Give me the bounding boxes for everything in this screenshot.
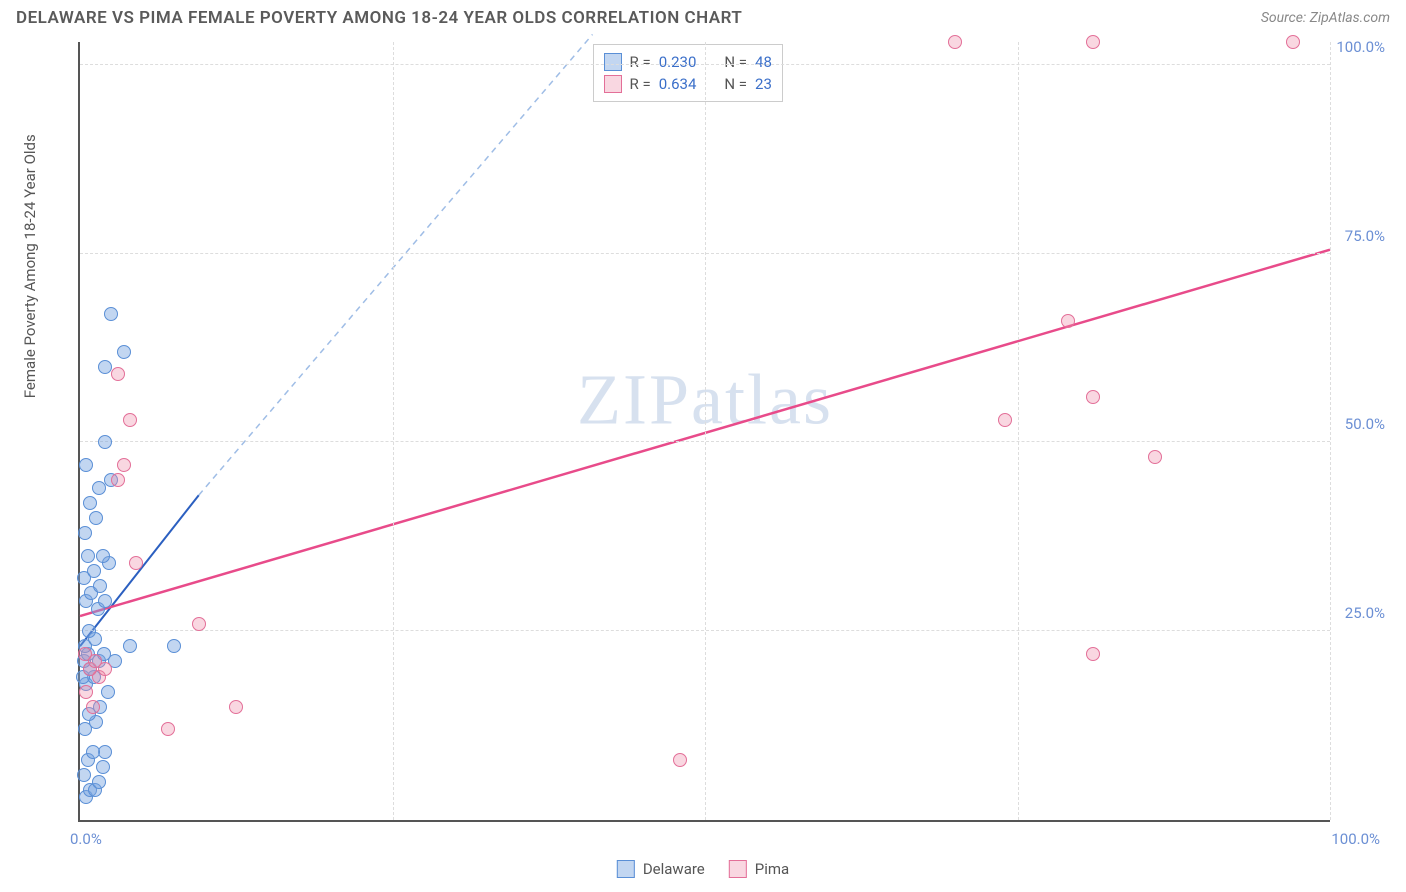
stats-legend-row: R = 0.230 N = 48 <box>604 51 772 73</box>
data-point <box>78 526 92 540</box>
data-point <box>79 685 93 699</box>
trend-line-dashed <box>199 34 593 495</box>
legend-item: Delaware <box>617 860 705 878</box>
series-legend: Delaware Pima <box>617 860 789 878</box>
data-point <box>83 496 97 510</box>
data-point <box>998 413 1012 427</box>
data-point <box>93 579 107 593</box>
data-point <box>87 564 101 578</box>
data-point <box>1061 314 1075 328</box>
legend-item: Pima <box>729 860 789 878</box>
data-point <box>111 473 125 487</box>
gridline-v <box>705 42 706 820</box>
data-point <box>96 760 110 774</box>
data-point <box>123 639 137 653</box>
data-point <box>123 413 137 427</box>
legend-label: Delaware <box>643 860 705 878</box>
n-label: N = <box>724 53 747 71</box>
data-point <box>1086 35 1100 49</box>
chart-container: Female Poverty Among 18-24 Year Olds ZIP… <box>48 42 1390 842</box>
data-point <box>92 775 106 789</box>
data-point <box>1086 647 1100 661</box>
data-point <box>673 753 687 767</box>
y-tick-label: 75.0% <box>1345 227 1385 245</box>
r-label: R = <box>630 53 651 71</box>
data-point <box>82 624 96 638</box>
data-point <box>78 647 92 661</box>
data-point <box>117 458 131 472</box>
data-point <box>98 745 112 759</box>
data-point <box>161 722 175 736</box>
data-point <box>86 700 100 714</box>
data-point <box>81 549 95 563</box>
y-axis-label: Female Poverty Among 18-24 Year Olds <box>21 134 39 398</box>
n-label: N = <box>724 75 747 93</box>
y-tick-label: 25.0% <box>1345 604 1385 622</box>
r-label: R = <box>630 75 651 93</box>
legend-label: Pima <box>755 860 789 878</box>
chart-title: DELAWARE VS PIMA FEMALE POVERTY AMONG 18… <box>16 8 742 28</box>
stats-legend: R = 0.230 N = 48 R = 0.634 N = 23 <box>593 44 783 102</box>
r-value: 0.230 <box>659 53 697 71</box>
data-point <box>192 617 206 631</box>
legend-swatch <box>617 860 635 878</box>
data-point <box>98 435 112 449</box>
data-point <box>104 307 118 321</box>
data-point <box>77 768 91 782</box>
data-point <box>1086 390 1100 404</box>
data-point <box>92 481 106 495</box>
source-attribution: Source: ZipAtlas.com <box>1261 10 1390 26</box>
data-point <box>167 639 181 653</box>
data-point <box>229 700 243 714</box>
x-tick-label: 0.0% <box>70 830 102 848</box>
gridline-v <box>1330 42 1331 820</box>
y-tick-label: 50.0% <box>1345 415 1385 433</box>
data-point <box>1148 450 1162 464</box>
data-point <box>98 594 112 608</box>
gridline-v <box>1018 42 1019 820</box>
data-point <box>79 458 93 472</box>
n-value: 48 <box>755 53 772 71</box>
data-point <box>129 556 143 570</box>
data-point <box>948 35 962 49</box>
legend-swatch <box>604 75 622 93</box>
r-value: 0.634 <box>659 75 697 93</box>
x-tick-label: 100.0% <box>1331 830 1380 848</box>
stats-legend-row: R = 0.634 N = 23 <box>604 73 772 95</box>
legend-swatch <box>729 860 747 878</box>
legend-swatch <box>604 53 622 71</box>
data-point <box>96 549 110 563</box>
data-point <box>86 745 100 759</box>
chart-header: DELAWARE VS PIMA FEMALE POVERTY AMONG 18… <box>0 0 1406 32</box>
n-value: 23 <box>755 75 772 93</box>
data-point <box>1286 35 1300 49</box>
plot-area: ZIPatlas R = 0.230N = 48R = 0.634N = 23 … <box>78 42 1330 822</box>
source-prefix: Source: <box>1261 10 1310 26</box>
data-point <box>117 345 131 359</box>
data-point <box>101 685 115 699</box>
gridline-v <box>393 42 394 820</box>
data-point <box>89 511 103 525</box>
data-point <box>111 367 125 381</box>
source-name: ZipAtlas.com <box>1310 10 1390 26</box>
y-tick-label: 100.0% <box>1336 38 1385 56</box>
